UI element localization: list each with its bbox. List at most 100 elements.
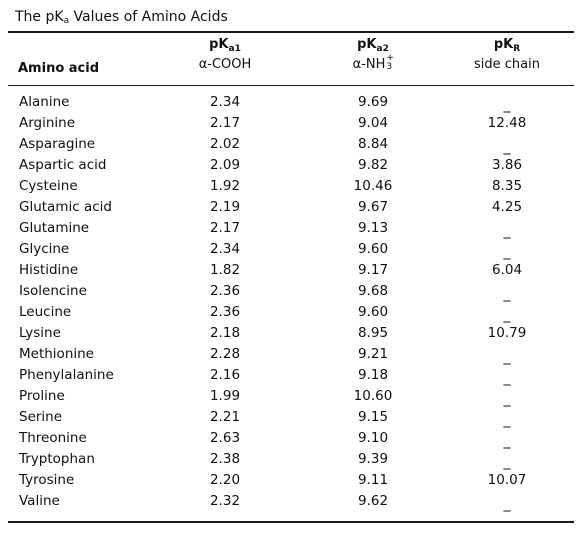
table-row: Valine 2.32 9.62 _ <box>0 491 576 512</box>
header-pkr-main: pK <box>493 37 514 52</box>
cell-pkr: 12.48 <box>487 115 527 131</box>
cell-amino-acid: Alanine <box>19 94 70 110</box>
cell-amino-acid: Asparagine <box>19 136 96 152</box>
cell-pkr: _ <box>503 139 511 155</box>
table-row: Tryptophan 2.38 9.39 _ <box>0 449 576 470</box>
table-row: Methionine 2.28 9.21 _ <box>0 344 576 365</box>
cell-pka2: 10.46 <box>353 178 393 194</box>
table-title: The pKa Values of Amino Acids <box>15 9 228 26</box>
cell-pkr: _ <box>503 391 511 407</box>
cell-pka2: 9.17 <box>357 262 389 278</box>
cell-pka2: 9.60 <box>357 241 389 257</box>
cell-amino-acid: Histidine <box>19 262 79 278</box>
cell-pkr: _ <box>503 349 511 365</box>
table-row: Proline 1.99 10.60 _ <box>0 386 576 407</box>
cell-amino-acid: Leucine <box>19 304 72 320</box>
header-pkr-sub: R <box>513 44 521 54</box>
cell-amino-acid: Glycine <box>19 241 70 257</box>
cell-pka1: 2.32 <box>209 493 241 509</box>
cell-pkr: 3.86 <box>491 157 523 173</box>
cell-pka1: 2.36 <box>209 304 241 320</box>
cell-amino-acid: Glutamine <box>19 220 90 236</box>
bottom-rule <box>8 521 574 523</box>
cell-pkr: _ <box>503 433 511 449</box>
cell-amino-acid: Proline <box>19 388 65 404</box>
table-row: Glutamine 2.17 9.13 _ <box>0 218 576 239</box>
table-row: Lysine 2.18 8.95 10.79 <box>0 323 576 344</box>
cell-pka1: 2.34 <box>209 241 241 257</box>
header-pka2-main: pK <box>357 37 377 52</box>
cell-pka1: 1.99 <box>209 388 241 404</box>
cell-amino-acid: Methionine <box>19 346 94 362</box>
cell-pka2: 9.11 <box>357 472 389 488</box>
header-rule <box>8 85 574 86</box>
header-pka2-sub: a2 <box>376 44 389 54</box>
cell-pka1: 2.17 <box>209 220 241 236</box>
header-pkr-label: pKR <box>452 37 562 57</box>
cell-pka1: 1.92 <box>209 178 241 194</box>
header-amino-acid: Amino acid <box>18 61 100 76</box>
cell-amino-acid: Arginine <box>19 115 76 131</box>
cell-pka2: 9.82 <box>357 157 389 173</box>
table-row: Histidine 1.82 9.17 6.04 <box>0 260 576 281</box>
cell-pka2: 9.39 <box>357 451 389 467</box>
cell-pka1: 2.21 <box>209 409 241 425</box>
header-pka2-ion: +3 <box>385 53 394 72</box>
cell-amino-acid: Threonine <box>19 430 87 446</box>
cell-amino-acid: Serine <box>19 409 63 425</box>
cell-pka1: 2.63 <box>209 430 241 446</box>
cell-pka2: 9.18 <box>357 367 389 383</box>
cell-pka2: 8.84 <box>357 136 389 152</box>
table-row: Isolencine 2.36 9.68 _ <box>0 281 576 302</box>
cell-pkr: 10.79 <box>487 325 527 341</box>
cell-amino-acid: Tyrosine <box>19 472 75 488</box>
cell-pkr: 10.07 <box>487 472 527 488</box>
cell-pkr: _ <box>503 370 511 386</box>
cell-pkr: 4.25 <box>491 199 523 215</box>
cell-pka2: 9.62 <box>357 493 389 509</box>
cell-pka1: 2.17 <box>209 115 241 131</box>
table-body: Alanine 2.34 9.69 _ Arginine 2.17 9.04 12.48 A… <box>0 92 576 512</box>
cell-pka1: 1.82 <box>209 262 241 278</box>
table-row: Alanine 2.34 9.69 _ <box>0 92 576 113</box>
header-pkr: pKR side chain <box>452 37 562 73</box>
cell-pkr: 6.04 <box>491 262 523 278</box>
table-row: Threonine 2.63 9.10 _ <box>0 428 576 449</box>
cell-pka1: 2.20 <box>209 472 241 488</box>
cell-pka1: 2.34 <box>209 94 241 110</box>
header-pkr-group: side chain <box>474 57 540 72</box>
cell-pka1: 2.38 <box>209 451 241 467</box>
cell-amino-acid: Phenylalanine <box>19 367 114 383</box>
table-row: Aspartic acid 2.09 9.82 3.86 <box>0 155 576 176</box>
title-subscript: a <box>63 16 70 26</box>
cell-pkr: _ <box>503 496 511 512</box>
cell-amino-acid: Isolencine <box>19 283 87 299</box>
table-row: Serine 2.21 9.15 _ <box>0 407 576 428</box>
table-row: Asparagine 2.02 8.84 _ <box>0 134 576 155</box>
table-row: Glutamic acid 2.19 9.67 4.25 <box>0 197 576 218</box>
cell-amino-acid: Glutamic acid <box>19 199 112 215</box>
cell-amino-acid: Lysine <box>19 325 61 341</box>
cell-pka2: 9.13 <box>357 220 389 236</box>
header-pka1-main: pK <box>209 37 229 52</box>
cell-pka2: 9.60 <box>357 304 389 320</box>
cell-pka1: 2.18 <box>209 325 241 341</box>
cell-pka1: 2.02 <box>209 136 241 152</box>
cell-pkr: _ <box>503 412 511 428</box>
table-row: Tyrosine 2.20 9.11 10.07 <box>0 470 576 491</box>
cell-pka2: 9.04 <box>357 115 389 131</box>
cell-pka2: 9.21 <box>357 346 389 362</box>
header-pka1-label: pKa1 <box>170 37 280 57</box>
header-pka2-group: α-NH +3 <box>318 53 428 73</box>
cell-pka2: 9.10 <box>357 430 389 446</box>
cell-pka1: 2.16 <box>209 367 241 383</box>
header-pka2-sup: + <box>386 53 394 63</box>
header-pka1-group: α-COOH <box>198 57 252 72</box>
cell-pka2: 9.67 <box>357 199 389 215</box>
cell-amino-acid: Valine <box>19 493 60 509</box>
table-row: Phenylalanine 2.16 9.18 _ <box>0 365 576 386</box>
cell-pkr: _ <box>503 97 511 113</box>
header-pka1-sub: a1 <box>228 44 241 54</box>
table-row: Cysteine 1.92 10.46 8.35 <box>0 176 576 197</box>
header-pka2-label: pKa2 <box>318 37 428 57</box>
